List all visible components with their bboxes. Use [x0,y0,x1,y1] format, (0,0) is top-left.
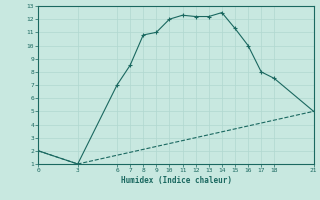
X-axis label: Humidex (Indice chaleur): Humidex (Indice chaleur) [121,176,231,185]
